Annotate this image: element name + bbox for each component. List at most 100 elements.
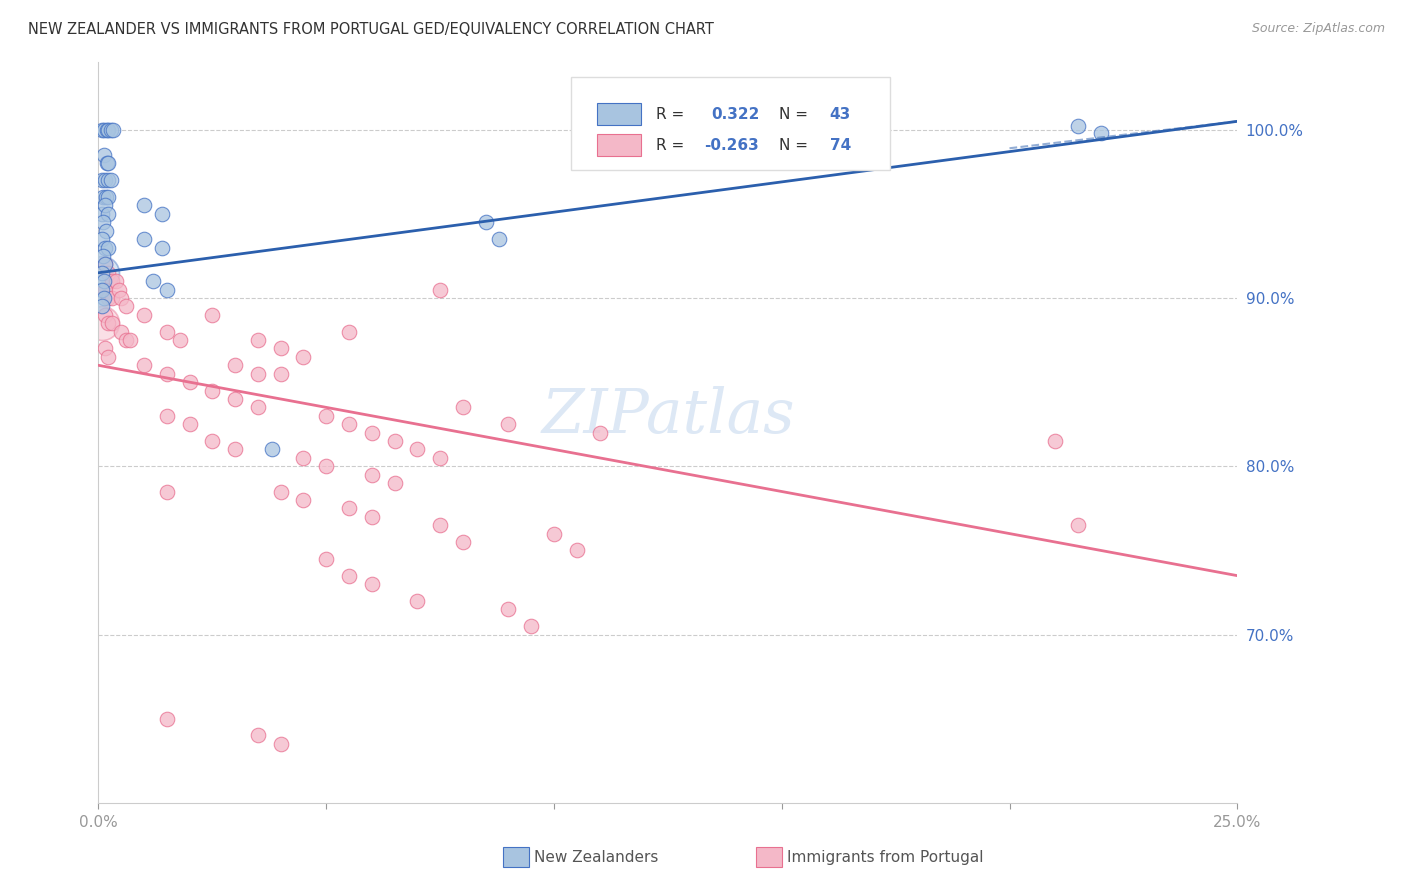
Text: Source: ZipAtlas.com: Source: ZipAtlas.com xyxy=(1251,22,1385,36)
Point xyxy=(97,350,120,364)
Point xyxy=(96,156,118,170)
Point xyxy=(91,215,114,229)
Point xyxy=(498,602,520,616)
Point xyxy=(110,325,132,339)
Point xyxy=(337,501,360,516)
Point xyxy=(429,518,451,533)
Point xyxy=(94,308,117,322)
Point xyxy=(132,232,155,246)
Point xyxy=(156,367,179,381)
Point xyxy=(315,409,337,423)
Text: N =: N = xyxy=(779,107,808,122)
Point xyxy=(94,190,117,204)
Point xyxy=(100,122,122,136)
Point xyxy=(474,215,496,229)
Point xyxy=(246,729,269,743)
Point xyxy=(488,232,510,246)
Point xyxy=(224,359,246,373)
Point xyxy=(179,375,201,389)
Point xyxy=(315,551,337,566)
Point xyxy=(93,122,115,136)
Point xyxy=(406,594,429,608)
Point xyxy=(315,459,337,474)
Point xyxy=(360,467,382,482)
Text: R =: R = xyxy=(657,138,685,153)
Text: 0.322: 0.322 xyxy=(711,107,759,122)
Point xyxy=(292,350,315,364)
Point xyxy=(360,425,382,440)
Point xyxy=(101,274,124,288)
Point xyxy=(451,535,474,549)
Point xyxy=(260,442,283,457)
Point xyxy=(91,232,114,246)
Point xyxy=(94,198,117,212)
Point xyxy=(270,484,292,499)
Text: ZIPatlas: ZIPatlas xyxy=(541,386,794,446)
Text: NEW ZEALANDER VS IMMIGRANTS FROM PORTUGAL GED/EQUIVALENCY CORRELATION CHART: NEW ZEALANDER VS IMMIGRANTS FROM PORTUGA… xyxy=(28,22,714,37)
FancyBboxPatch shape xyxy=(571,78,890,169)
Point xyxy=(406,442,429,457)
Point xyxy=(429,283,451,297)
Point xyxy=(429,450,451,465)
Point xyxy=(96,173,118,187)
Point xyxy=(142,274,165,288)
Point xyxy=(97,291,120,305)
Point xyxy=(91,316,114,330)
Point xyxy=(94,241,117,255)
Text: R =: R = xyxy=(657,107,685,122)
Point xyxy=(246,367,269,381)
Point xyxy=(94,224,117,238)
Point xyxy=(114,333,136,347)
Point xyxy=(96,122,118,136)
Point xyxy=(1043,434,1066,448)
Point xyxy=(100,173,122,187)
Point xyxy=(337,325,360,339)
Point xyxy=(156,484,179,499)
FancyBboxPatch shape xyxy=(598,135,641,156)
Point xyxy=(156,409,179,423)
Point xyxy=(94,257,117,271)
Point xyxy=(498,417,520,432)
Point xyxy=(91,300,114,314)
Point xyxy=(91,283,114,297)
Point xyxy=(132,198,155,212)
Point xyxy=(94,342,117,356)
Point xyxy=(292,450,315,465)
Point xyxy=(93,148,115,162)
Point xyxy=(108,283,131,297)
Point xyxy=(224,392,246,406)
Point xyxy=(201,434,224,448)
Point xyxy=(132,308,155,322)
Point xyxy=(101,122,124,136)
Point xyxy=(94,173,117,187)
Point xyxy=(97,266,120,280)
Point xyxy=(91,266,114,280)
Point xyxy=(201,308,224,322)
Point xyxy=(201,384,224,398)
Point xyxy=(150,241,173,255)
Point xyxy=(156,283,179,297)
Point xyxy=(270,342,292,356)
Point xyxy=(101,291,124,305)
Point xyxy=(96,207,118,221)
Point xyxy=(246,333,269,347)
Point xyxy=(337,568,360,582)
Point xyxy=(156,712,179,726)
Point xyxy=(97,190,120,204)
Point xyxy=(120,333,142,347)
Point xyxy=(91,266,114,280)
Point xyxy=(179,417,201,432)
Point xyxy=(97,122,120,136)
Point xyxy=(246,401,269,415)
Point xyxy=(110,291,132,305)
Point xyxy=(93,274,115,288)
Point xyxy=(97,156,120,170)
Point xyxy=(224,442,246,457)
Point xyxy=(384,476,406,491)
FancyBboxPatch shape xyxy=(598,103,641,126)
Point xyxy=(270,367,292,381)
Point xyxy=(337,417,360,432)
Point xyxy=(104,274,127,288)
Point xyxy=(91,173,114,187)
Point xyxy=(169,333,191,347)
